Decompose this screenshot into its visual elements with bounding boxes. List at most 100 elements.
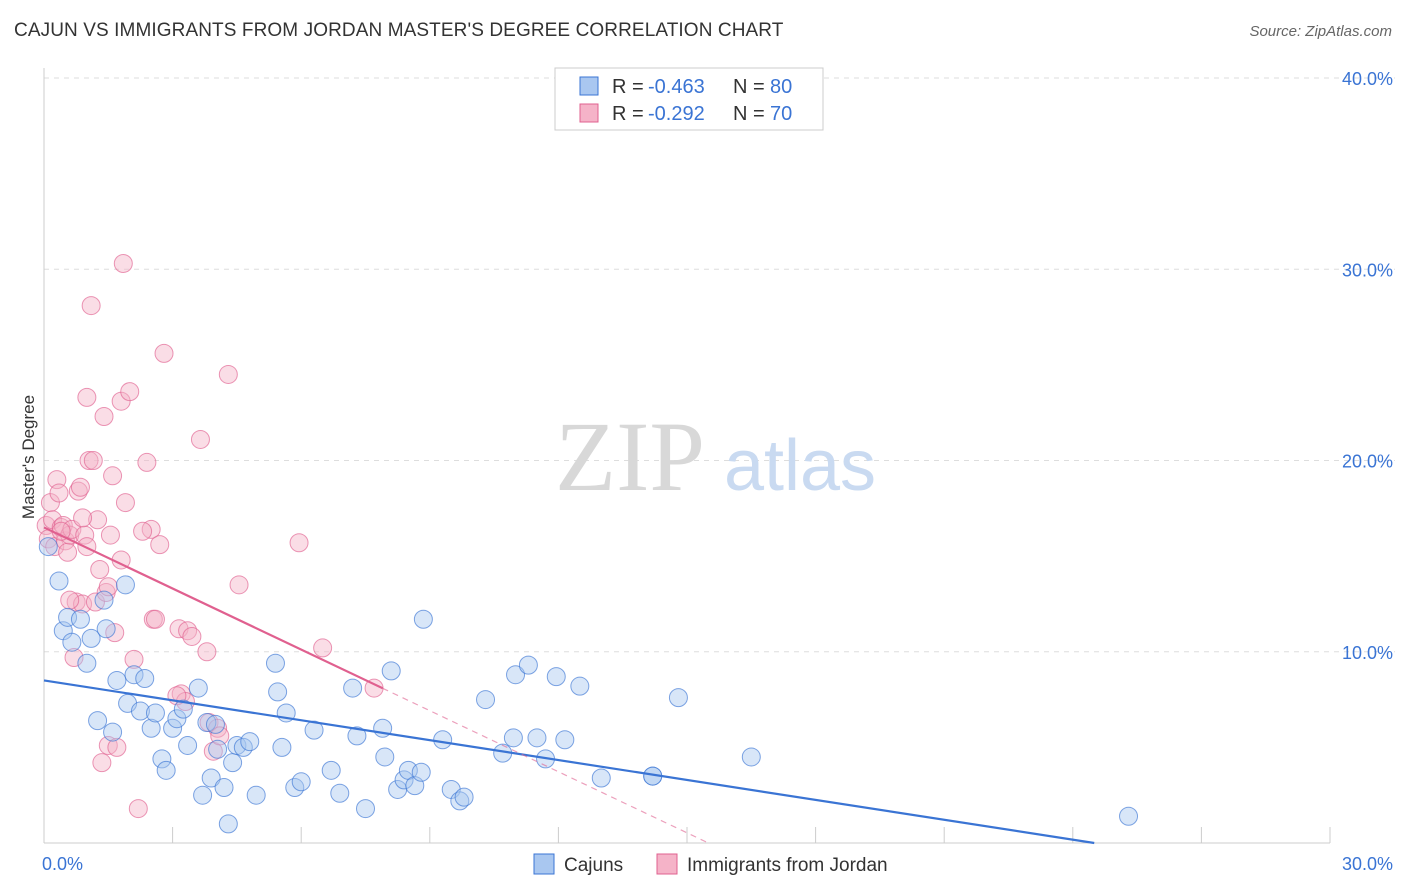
- cajun-point-64: [476, 690, 496, 710]
- cajun-point-55: [394, 770, 414, 790]
- legend-pink-n-label: N =: [733, 103, 765, 125]
- jordan-point-65: [73, 508, 93, 528]
- cajun-point-39: [265, 653, 285, 673]
- cajun-point-18: [141, 718, 161, 738]
- jordan-point-26: [92, 753, 112, 773]
- cajun-point-5: [70, 609, 90, 629]
- watermark: ZIP atlas: [555, 401, 876, 512]
- jordan-point-13: [64, 647, 84, 667]
- jordan-trend-extension: [382, 687, 709, 844]
- cajun-point-34: [223, 753, 243, 773]
- cajun-point-7: [81, 628, 101, 648]
- jordan-point-59: [313, 638, 333, 658]
- cajun-point-52: [375, 747, 395, 767]
- jordan-point-44: [154, 343, 174, 363]
- jordan-point-25: [90, 560, 110, 580]
- jordan-point-40: [137, 452, 157, 472]
- jordan-point-19: [77, 387, 97, 407]
- cajun-point-37: [240, 732, 260, 752]
- x-tick-label-start: 0.0%: [42, 854, 83, 874]
- jordan-point-62: [77, 537, 97, 557]
- cajun-point-48: [343, 678, 363, 698]
- cajun-point-32: [214, 778, 234, 798]
- cajun-point-6: [77, 653, 97, 673]
- cajun-point-10: [88, 711, 108, 731]
- jordan-point-50: [190, 429, 210, 449]
- legend-cajuns-swatch: [533, 853, 555, 875]
- cajun-point-58: [411, 762, 431, 782]
- y-tick-label-10: 10.0%: [1342, 643, 1393, 663]
- jordan-point-67: [133, 521, 153, 541]
- cajun-point-16: [130, 701, 150, 721]
- jordan-point-37: [120, 382, 140, 402]
- stats-legend: R = -0.463 N = 80 R = -0.292 N = 70: [554, 67, 824, 131]
- jordan-point-51: [197, 642, 217, 662]
- cajun-point-30: [205, 714, 225, 734]
- legend-pink-r-label: R =: [612, 103, 644, 125]
- cajun-point-24: [173, 699, 193, 719]
- cajun-point-21: [156, 760, 176, 780]
- cajun-point-13: [115, 575, 135, 595]
- cajun-point-9: [96, 619, 116, 639]
- jordan-point-20: [79, 451, 99, 470]
- cajun-point-59: [413, 609, 433, 629]
- jordan-trend-line: [43, 526, 384, 690]
- cajun-point-23: [167, 709, 187, 729]
- legend-pink-r-value: -0.292: [648, 103, 705, 125]
- cajun-point-0: [38, 537, 58, 557]
- jordan-point-30: [100, 525, 120, 545]
- jordan-point-38: [124, 649, 144, 669]
- series-legend: Cajuns Immigrants from Jordan: [533, 853, 888, 876]
- trend-lines: [43, 526, 1095, 845]
- cajun-trend-line: [43, 679, 1095, 845]
- watermark-zip: ZIP: [555, 401, 705, 512]
- cajun-point-63: [454, 787, 474, 807]
- cajun-point-46: [321, 760, 341, 780]
- cajun-point-76: [668, 688, 688, 708]
- cajun-point-71: [546, 667, 566, 687]
- cajun-point-38: [246, 785, 266, 805]
- jordan-point-58: [289, 533, 309, 553]
- jordan-point-21: [81, 296, 101, 316]
- x-tick-label-end: 30.0%: [1342, 854, 1393, 874]
- axes: [43, 68, 1331, 844]
- y-axis-label: Master's Degree: [19, 395, 38, 519]
- y-tick-label-30: 30.0%: [1342, 260, 1393, 280]
- cajun-point-11: [103, 722, 123, 742]
- watermark-atlas: atlas: [724, 426, 876, 506]
- cajun-point-12: [107, 670, 127, 690]
- cajun-point-8: [94, 590, 114, 610]
- jordan-point-24: [88, 510, 108, 530]
- jordan-point-27: [94, 407, 114, 427]
- y-tick-label-40: 40.0%: [1342, 69, 1393, 89]
- cajun-point-69: [527, 728, 547, 748]
- legend-cajuns-label: Cajuns: [564, 855, 623, 876]
- cajun-point-74: [591, 768, 611, 788]
- legend-blue-n-label: N =: [733, 76, 765, 98]
- series-cajuns-points: [38, 537, 1139, 834]
- cajun-point-67: [506, 665, 526, 685]
- chart-title: CAJUN VS IMMIGRANTS FROM JORDAN MASTER'S…: [14, 20, 784, 41]
- cajun-point-47: [330, 783, 350, 803]
- jordan-point-22: [83, 451, 103, 470]
- series-jordan-points: [36, 254, 384, 819]
- jordan-point-33: [107, 737, 127, 757]
- cajun-point-1: [49, 571, 69, 591]
- cajun-point-50: [356, 799, 375, 819]
- legend-pink-swatch: [579, 103, 599, 123]
- jordan-point-43: [150, 535, 170, 555]
- jordan-point-49: [182, 626, 202, 646]
- legend-pink-n-value: 70: [770, 103, 792, 125]
- cajun-point-60: [433, 730, 453, 750]
- cajun-point-19: [145, 703, 165, 723]
- jordan-point-56: [218, 364, 238, 384]
- cajun-point-31: [208, 739, 228, 759]
- cajun-point-44: [291, 772, 311, 792]
- legend-blue-r-value: -0.463: [648, 76, 705, 98]
- cajun-point-53: [381, 661, 401, 681]
- cajun-point-68: [518, 655, 538, 675]
- cajun-point-26: [188, 678, 208, 698]
- cajun-point-27: [193, 785, 213, 805]
- cajun-point-17: [135, 669, 155, 689]
